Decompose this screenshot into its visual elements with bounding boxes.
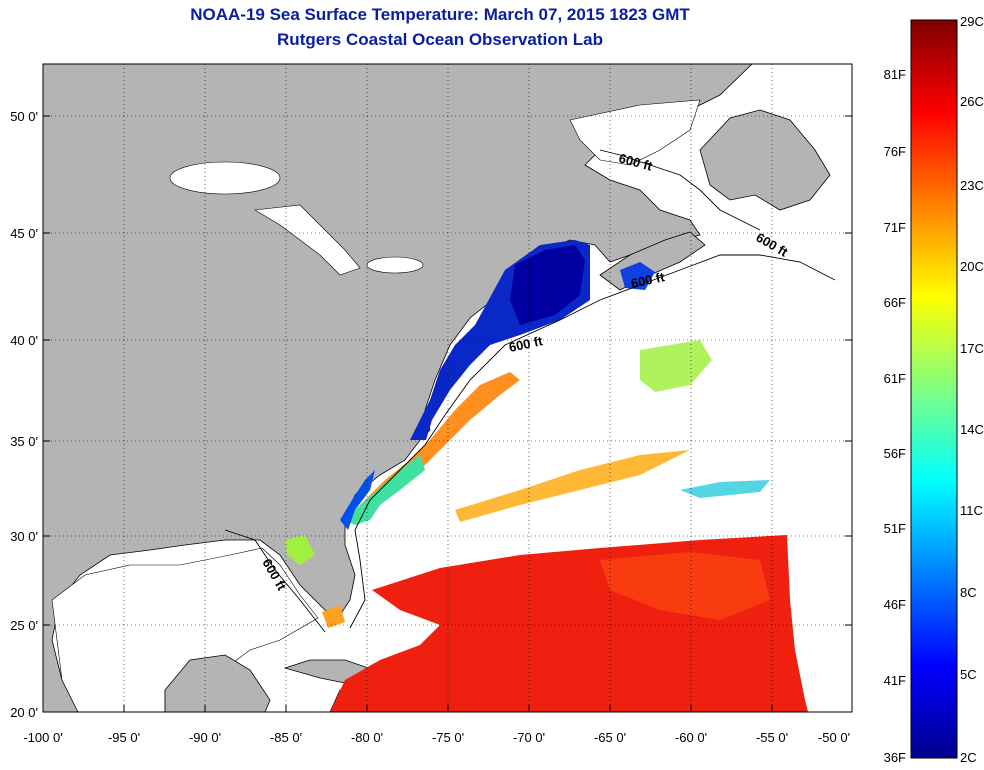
lake-michigan-huron (254, 204, 361, 276)
lat-label-25: 25 0' (10, 618, 38, 633)
cbar-f-81: 81F (884, 67, 906, 82)
sst-warm-region-highlights (600, 552, 770, 620)
cbar-c-20: 20C (960, 259, 984, 274)
lon-label-85: -85 0' (270, 730, 302, 745)
lon-label-50: -50 0' (818, 730, 850, 745)
cbar-f-66: 66F (884, 295, 906, 310)
yucatan-land (164, 654, 271, 712)
cbar-f-46: 46F (884, 597, 906, 612)
lon-label-100: -100 0' (23, 730, 62, 745)
map-title: NOAA-19 Sea Surface Temperature: March 0… (190, 5, 690, 24)
lon-label-80: -80 0' (351, 730, 383, 745)
map-subtitle: Rutgers Coastal Ocean Observation Lab (277, 30, 603, 49)
cbar-c-11: 11C (960, 503, 983, 518)
sst-offshore-streak-1 (455, 450, 690, 522)
cbar-c-17: 17C (960, 341, 984, 356)
cbar-c-26: 26C (960, 94, 984, 109)
cbar-f-76: 76F (884, 144, 906, 159)
lon-label-70: -70 0' (513, 730, 545, 745)
cbar-f-41: 41F (884, 673, 906, 688)
cbar-c-8: 8C (960, 585, 977, 600)
contour-label-600ft: 600 ft (508, 333, 545, 355)
graticule (43, 64, 852, 712)
lat-label-45: 45 0' (10, 226, 38, 241)
isobath-600ft (224, 254, 836, 633)
cbar-f-36: 36F (884, 750, 906, 765)
lat-label-30: 30 0' (10, 529, 38, 544)
lon-label-55: -55 0' (756, 730, 788, 745)
lon-label-65: -65 0' (594, 730, 626, 745)
tick-marks (43, 115, 852, 712)
sst-transition (345, 455, 425, 525)
lon-label-95: -95 0' (108, 730, 140, 745)
cbar-f-71: 71F (884, 220, 906, 235)
contour-label-600ft: 600 ft (630, 269, 667, 291)
colorbar-gradient (910, 19, 958, 759)
lat-label-35: 35 0' (10, 434, 38, 449)
cbar-c-14: 14C (960, 422, 984, 437)
sst-offshore-green (640, 340, 712, 392)
lake-superior (169, 161, 281, 195)
lat-label-40: 40 0' (10, 333, 38, 348)
lon-label-90: -90 0' (189, 730, 221, 745)
sst-keys-patch (322, 605, 345, 628)
cbar-c-5: 5C (960, 667, 977, 682)
sst-coastal-blue (340, 470, 375, 530)
cbar-f-56: 56F (884, 446, 906, 461)
cbar-c-23: 23C (960, 178, 984, 193)
newfoundland-land (699, 109, 831, 211)
lat-label-20: 20 0' (10, 705, 38, 720)
cbar-c-29: 29C (960, 14, 984, 29)
lat-label-50: 50 0' (10, 109, 38, 124)
gulf-of-mexico (51, 547, 319, 712)
cbar-f-51: 51F (884, 521, 906, 536)
lon-label-75: -75 0' (432, 730, 464, 745)
cbar-c-2: 2C (960, 750, 977, 765)
isobath-600ft-north (599, 149, 761, 231)
lon-label-60: -60 0' (675, 730, 707, 745)
sst-offshore-streak-2 (680, 480, 770, 498)
cbar-f-61: 61F (884, 371, 906, 386)
sst-florida-patch (285, 535, 315, 565)
